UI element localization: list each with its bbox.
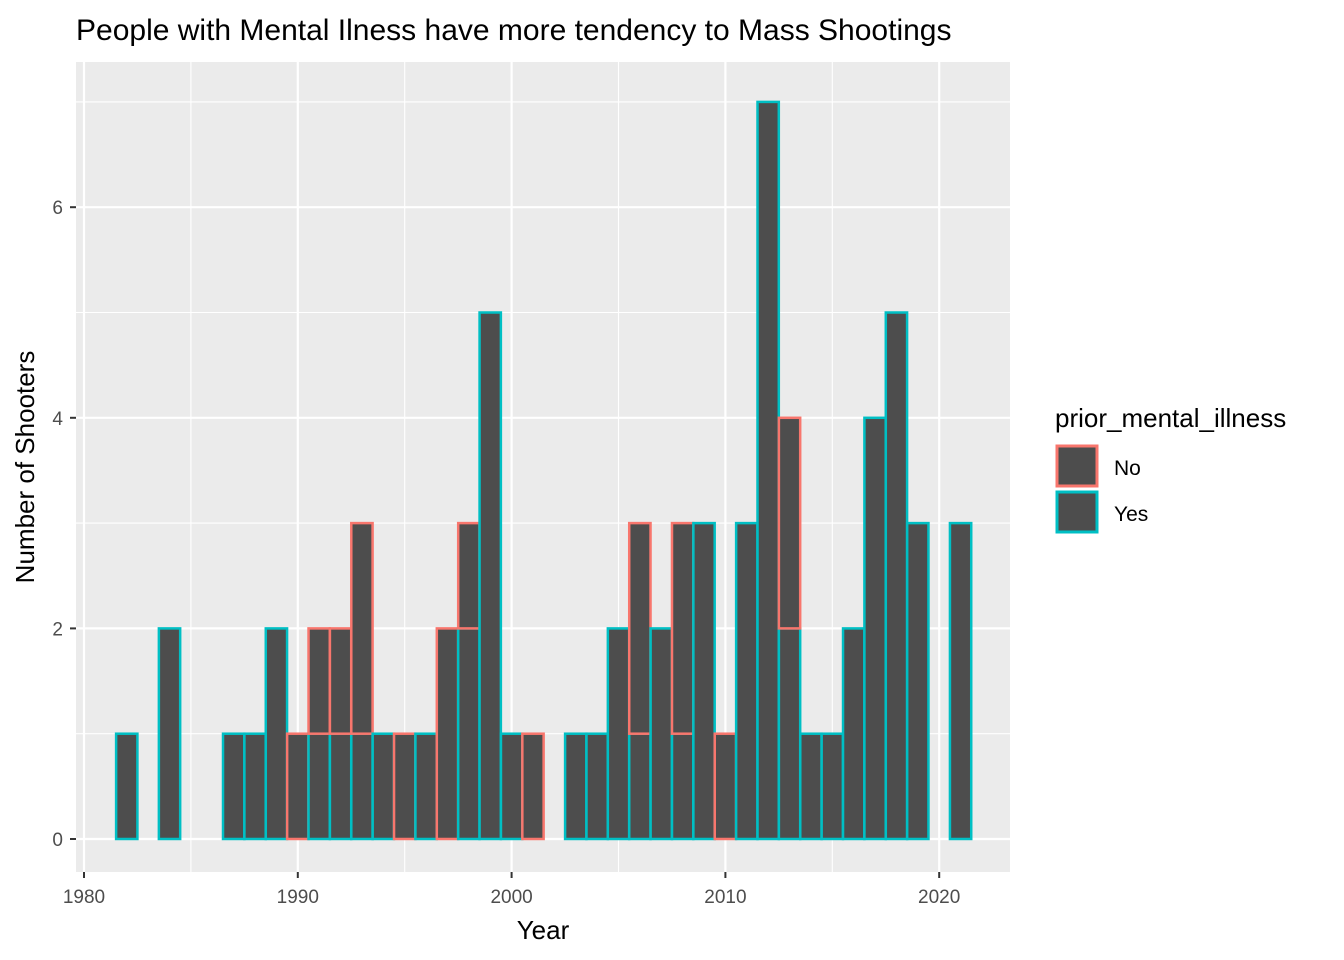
y-tick-label: 4 xyxy=(52,409,63,430)
bar-yes-2005 xyxy=(606,627,631,841)
legend-key-yes xyxy=(1055,490,1099,534)
bar-yes-1993 xyxy=(350,732,374,841)
bar-no-1991 xyxy=(307,627,332,735)
bar-yes-2014 xyxy=(799,732,823,841)
bar-yes-1991 xyxy=(307,732,332,841)
x-tick-label: 2010 xyxy=(704,887,746,908)
legend-title: prior_mental_illness xyxy=(1055,403,1286,433)
bar-yes-2000 xyxy=(499,732,524,841)
bar-yes-2021 xyxy=(948,521,973,841)
bar-yes-2007 xyxy=(649,627,674,841)
chart-title: People with Mental Ilness have more tend… xyxy=(76,14,951,47)
bar-yes-1994 xyxy=(371,732,396,841)
bar-no-1990 xyxy=(285,732,310,841)
bar-yes-2016 xyxy=(841,627,866,841)
x-tick-label: 2020 xyxy=(918,887,960,908)
x-axis-label: Year xyxy=(517,915,570,945)
bar-yes-1989 xyxy=(264,627,289,841)
grid-minor xyxy=(76,62,1010,872)
bar-yes-2004 xyxy=(585,732,610,841)
legend: prior_mental_illness No Yes xyxy=(1055,403,1286,534)
bar-yes-2012 xyxy=(756,100,781,841)
bar-yes-2019 xyxy=(905,521,930,841)
y-axis: 0 2 4 6 xyxy=(52,198,76,851)
bar-no-2006 xyxy=(627,521,652,735)
bar-yes-2011 xyxy=(734,521,759,841)
bar-yes-1988 xyxy=(243,732,267,841)
bar-no-1997 xyxy=(435,627,460,841)
bar-yes-2003 xyxy=(563,732,588,841)
bar-yes-1984 xyxy=(157,627,182,841)
bar-yes-2013 xyxy=(777,627,802,841)
x-tick-label: 1990 xyxy=(277,887,319,908)
bar-yes-1999 xyxy=(478,311,503,841)
y-tick-label: 0 xyxy=(52,830,63,851)
bar-yes-1996 xyxy=(414,732,438,841)
bar-no-1992 xyxy=(328,627,353,735)
bar-yes-1982 xyxy=(114,732,139,841)
x-tick-label: 2000 xyxy=(490,887,532,908)
bar-yes-2008 xyxy=(670,732,695,841)
bar-no-2013 xyxy=(777,416,802,630)
bar-no-2008 xyxy=(670,521,695,735)
bar-no-2010 xyxy=(713,732,738,841)
bar-yes-1998 xyxy=(456,627,481,841)
bar-no-2001 xyxy=(521,732,545,841)
bars xyxy=(114,100,973,841)
legend-label-yes: Yes xyxy=(1114,503,1148,526)
bar-yes-2015 xyxy=(820,732,845,841)
x-tick-label: 1980 xyxy=(63,887,105,908)
legend-label-no: No xyxy=(1114,457,1141,480)
bar-yes-2009 xyxy=(692,521,716,841)
bar-yes-1992 xyxy=(328,732,353,841)
bar-yes-2017 xyxy=(863,416,887,841)
y-tick-label: 6 xyxy=(52,198,63,219)
x-axis: 1980 1990 2000 2010 2020 xyxy=(63,872,960,908)
bar-yes-2006 xyxy=(627,732,652,841)
bar-yes-2018 xyxy=(884,311,909,841)
bar-yes-1987 xyxy=(221,732,246,841)
y-tick-label: 2 xyxy=(52,619,63,640)
bar-no-1998 xyxy=(456,521,481,630)
y-axis-label: Number of Shooters xyxy=(10,351,40,584)
legend-key-no xyxy=(1055,444,1099,488)
bar-no-1995 xyxy=(392,732,417,841)
bar-no-1993 xyxy=(350,521,374,735)
